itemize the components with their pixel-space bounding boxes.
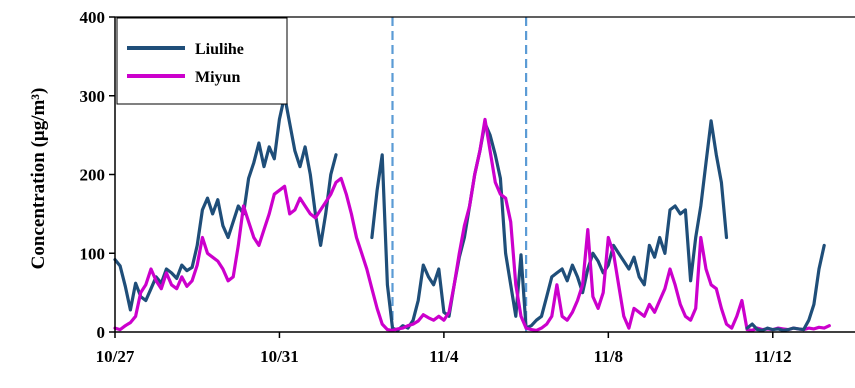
- y-axis-title: Concentration (μg/m³): [28, 88, 49, 270]
- series-line-segment-2: [745, 243, 826, 332]
- legend-label-miyun: Miyun: [195, 69, 240, 86]
- y-tick-label: 100: [80, 244, 106, 263]
- x-tick-label: 10/31: [260, 347, 299, 366]
- x-tick-label: 11/8: [594, 347, 623, 366]
- y-tick-label: 200: [80, 166, 106, 185]
- x-tick-label: 11/12: [754, 347, 792, 366]
- y-tick-label: 400: [80, 8, 106, 27]
- y-tick-label: 300: [80, 87, 106, 106]
- legend-label-liulihe: Liulihe: [195, 41, 244, 58]
- series-line-miyun: [113, 117, 831, 332]
- x-tick-label: 10/27: [96, 347, 135, 366]
- x-tick-label: 11/4: [429, 347, 459, 366]
- series-line-liulihe: [113, 94, 729, 332]
- legend-box: [116, 17, 288, 105]
- y-tick-label: 0: [97, 323, 106, 342]
